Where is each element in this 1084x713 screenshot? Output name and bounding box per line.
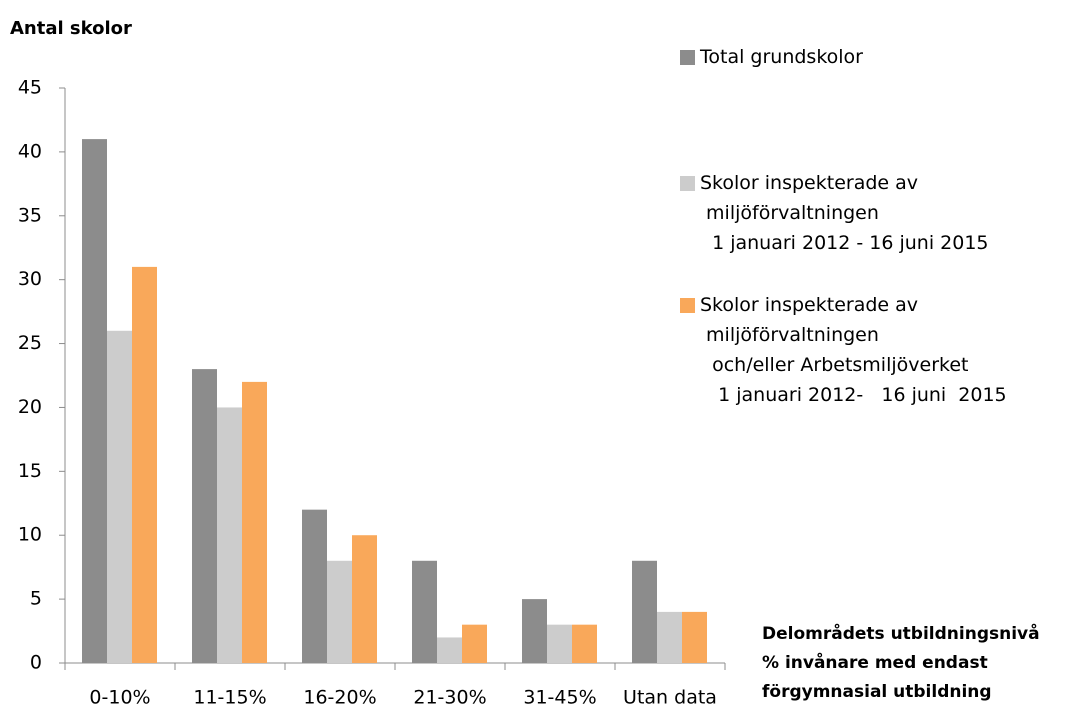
y-tick-label: 5 xyxy=(30,588,42,610)
bar xyxy=(412,560,437,663)
legend-swatch xyxy=(680,176,695,191)
bar xyxy=(217,407,242,663)
y-tick-label: 10 xyxy=(18,524,42,546)
y-tick-label: 45 xyxy=(18,77,42,99)
bar xyxy=(327,560,352,663)
bar xyxy=(657,611,682,663)
bar xyxy=(462,624,487,663)
legend-label: Total grundskolor xyxy=(700,46,863,68)
legend-swatch xyxy=(680,298,695,313)
bar xyxy=(107,330,132,663)
x-tick-label: 16-20% xyxy=(303,687,376,709)
x-tick-label: 31-45% xyxy=(523,687,596,709)
y-tick-label: 0 xyxy=(30,652,42,674)
bar xyxy=(192,369,217,663)
legend-item: Skolor inspekterade av miljöförvaltninge… xyxy=(680,290,1007,410)
legend-swatch xyxy=(680,50,695,65)
x-tick-label: 0-10% xyxy=(89,687,150,709)
y-tick-label: 35 xyxy=(18,204,42,226)
bar xyxy=(632,560,657,663)
bar xyxy=(522,599,547,663)
bar xyxy=(572,624,597,663)
bar xyxy=(547,624,572,663)
bar xyxy=(682,611,707,663)
x-axis-title: Delområdets utbildningsnivå % invånare m… xyxy=(762,624,1040,702)
y-tick-label: 15 xyxy=(18,460,42,482)
legend-label: Skolor inspekterade av miljöförvaltninge… xyxy=(700,294,1007,406)
y-tick-label: 30 xyxy=(18,268,42,290)
x-tick-label: Utan data xyxy=(623,687,717,709)
bar xyxy=(302,509,327,663)
legend-label: Skolor inspekterade av miljöförvaltninge… xyxy=(700,172,989,254)
legend-item: Skolor inspekterade av miljöförvaltninge… xyxy=(680,168,989,258)
x-tick-label: 21-30% xyxy=(413,687,486,709)
y-tick-label: 20 xyxy=(18,396,42,418)
bar xyxy=(352,535,377,663)
y-tick-label: 40 xyxy=(18,140,42,162)
y-tick-label: 25 xyxy=(18,332,42,354)
bar xyxy=(437,637,462,663)
y-axis-title: Antal skolor xyxy=(10,18,132,39)
bar xyxy=(82,139,107,664)
bar xyxy=(132,266,157,663)
legend-item: Total grundskolor xyxy=(680,42,863,72)
bar xyxy=(242,381,267,663)
x-tick-label: 11-15% xyxy=(193,687,266,709)
